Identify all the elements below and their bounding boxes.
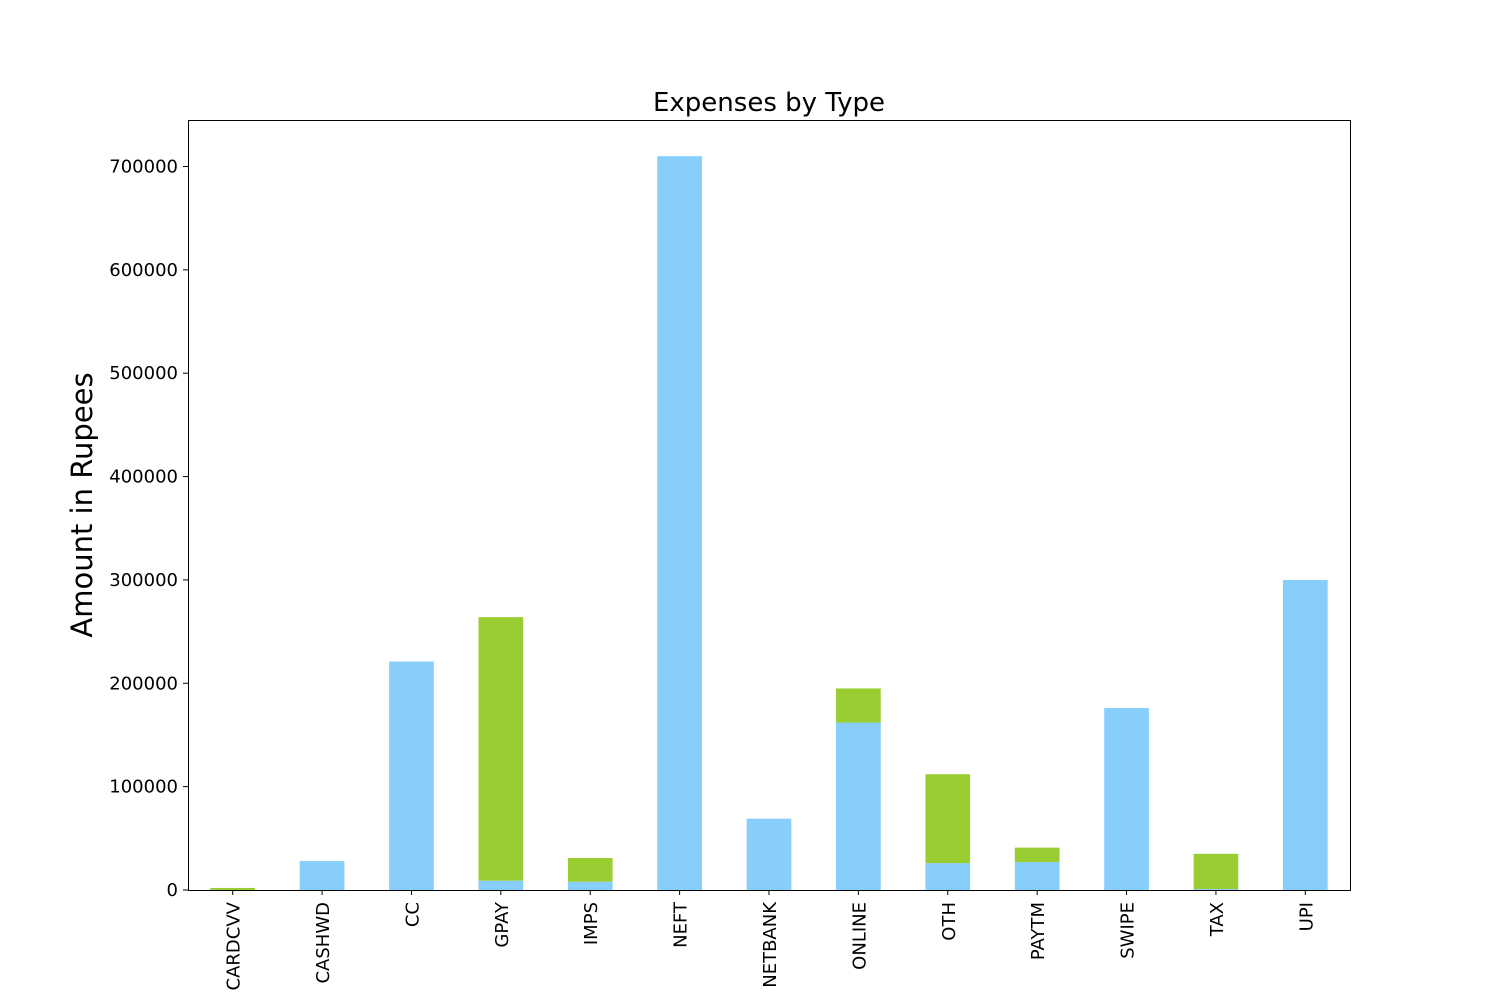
x-tick-label: TAX — [1207, 902, 1228, 937]
chart-title: Expenses by Type — [653, 88, 885, 118]
bar-netbank-series-1 — [746, 818, 792, 890]
bar-upi-series-1 — [1282, 579, 1328, 890]
x-tick-label: NETBANK — [760, 901, 781, 988]
bars-layer — [210, 156, 1328, 890]
y-tick-label: 100000 — [109, 777, 178, 798]
bar-oth-series-2 — [925, 774, 971, 864]
y-tick-label: 300000 — [109, 570, 178, 591]
y-axis-ticks: 0 100000 200000 300000 400000 500000 600000 700… — [109, 157, 188, 901]
x-tick-label: IMPS — [581, 902, 602, 945]
bar-imps-series-2 — [567, 857, 613, 882]
y-tick-label: 500000 — [109, 363, 178, 384]
bar-gpay-series-2 — [478, 617, 524, 881]
y-axis-label: Amount in Rupees — [65, 372, 99, 637]
x-tick-label: OTH — [939, 902, 960, 941]
bar-paytm-series-2 — [1014, 847, 1060, 863]
bar-paytm-series-1 — [1014, 862, 1060, 890]
bar-cc-series-1 — [389, 661, 434, 890]
bar-neft-series-1 — [657, 156, 702, 890]
x-tick-label: ONLINE — [849, 902, 870, 970]
y-tick-label: 400000 — [109, 467, 178, 488]
plot-frame — [188, 120, 1351, 891]
bar-tax-series-1 — [1193, 888, 1239, 890]
bar-online-series-1 — [836, 722, 881, 890]
x-tick-label: UPI — [1296, 902, 1317, 931]
y-tick-label: 700000 — [109, 157, 178, 178]
y-tick-label: 600000 — [109, 260, 178, 281]
x-axis-ticks: CARDCVV CASHWD CC GPAY IMPS NEFT NETBANK ONLINE… — [224, 890, 1317, 990]
bar-online-series-2 — [836, 688, 881, 723]
x-tick-label: NEFT — [671, 901, 692, 948]
x-tick-label: CARDCVV — [224, 901, 245, 990]
x-tick-label: SWIPE — [1118, 902, 1139, 959]
x-tick-label: CASHWD — [313, 902, 334, 984]
bar-oth-series-1 — [925, 863, 971, 890]
bar-swipe-series-1 — [1104, 708, 1149, 890]
x-tick-label: GPAY — [492, 901, 513, 948]
x-tick-label: CC — [402, 902, 423, 927]
bar-tax-series-2 — [1193, 853, 1239, 889]
x-tick-label: PAYTM — [1028, 902, 1049, 960]
bar-cashwd-series-1 — [299, 861, 345, 890]
y-tick-label: 0 — [167, 880, 178, 901]
bar-cardcvv-series-2 — [210, 887, 256, 890]
y-tick-label: 200000 — [109, 673, 178, 694]
bar-imps-series-1 — [567, 881, 613, 890]
bar-gpay-series-1 — [478, 880, 524, 890]
